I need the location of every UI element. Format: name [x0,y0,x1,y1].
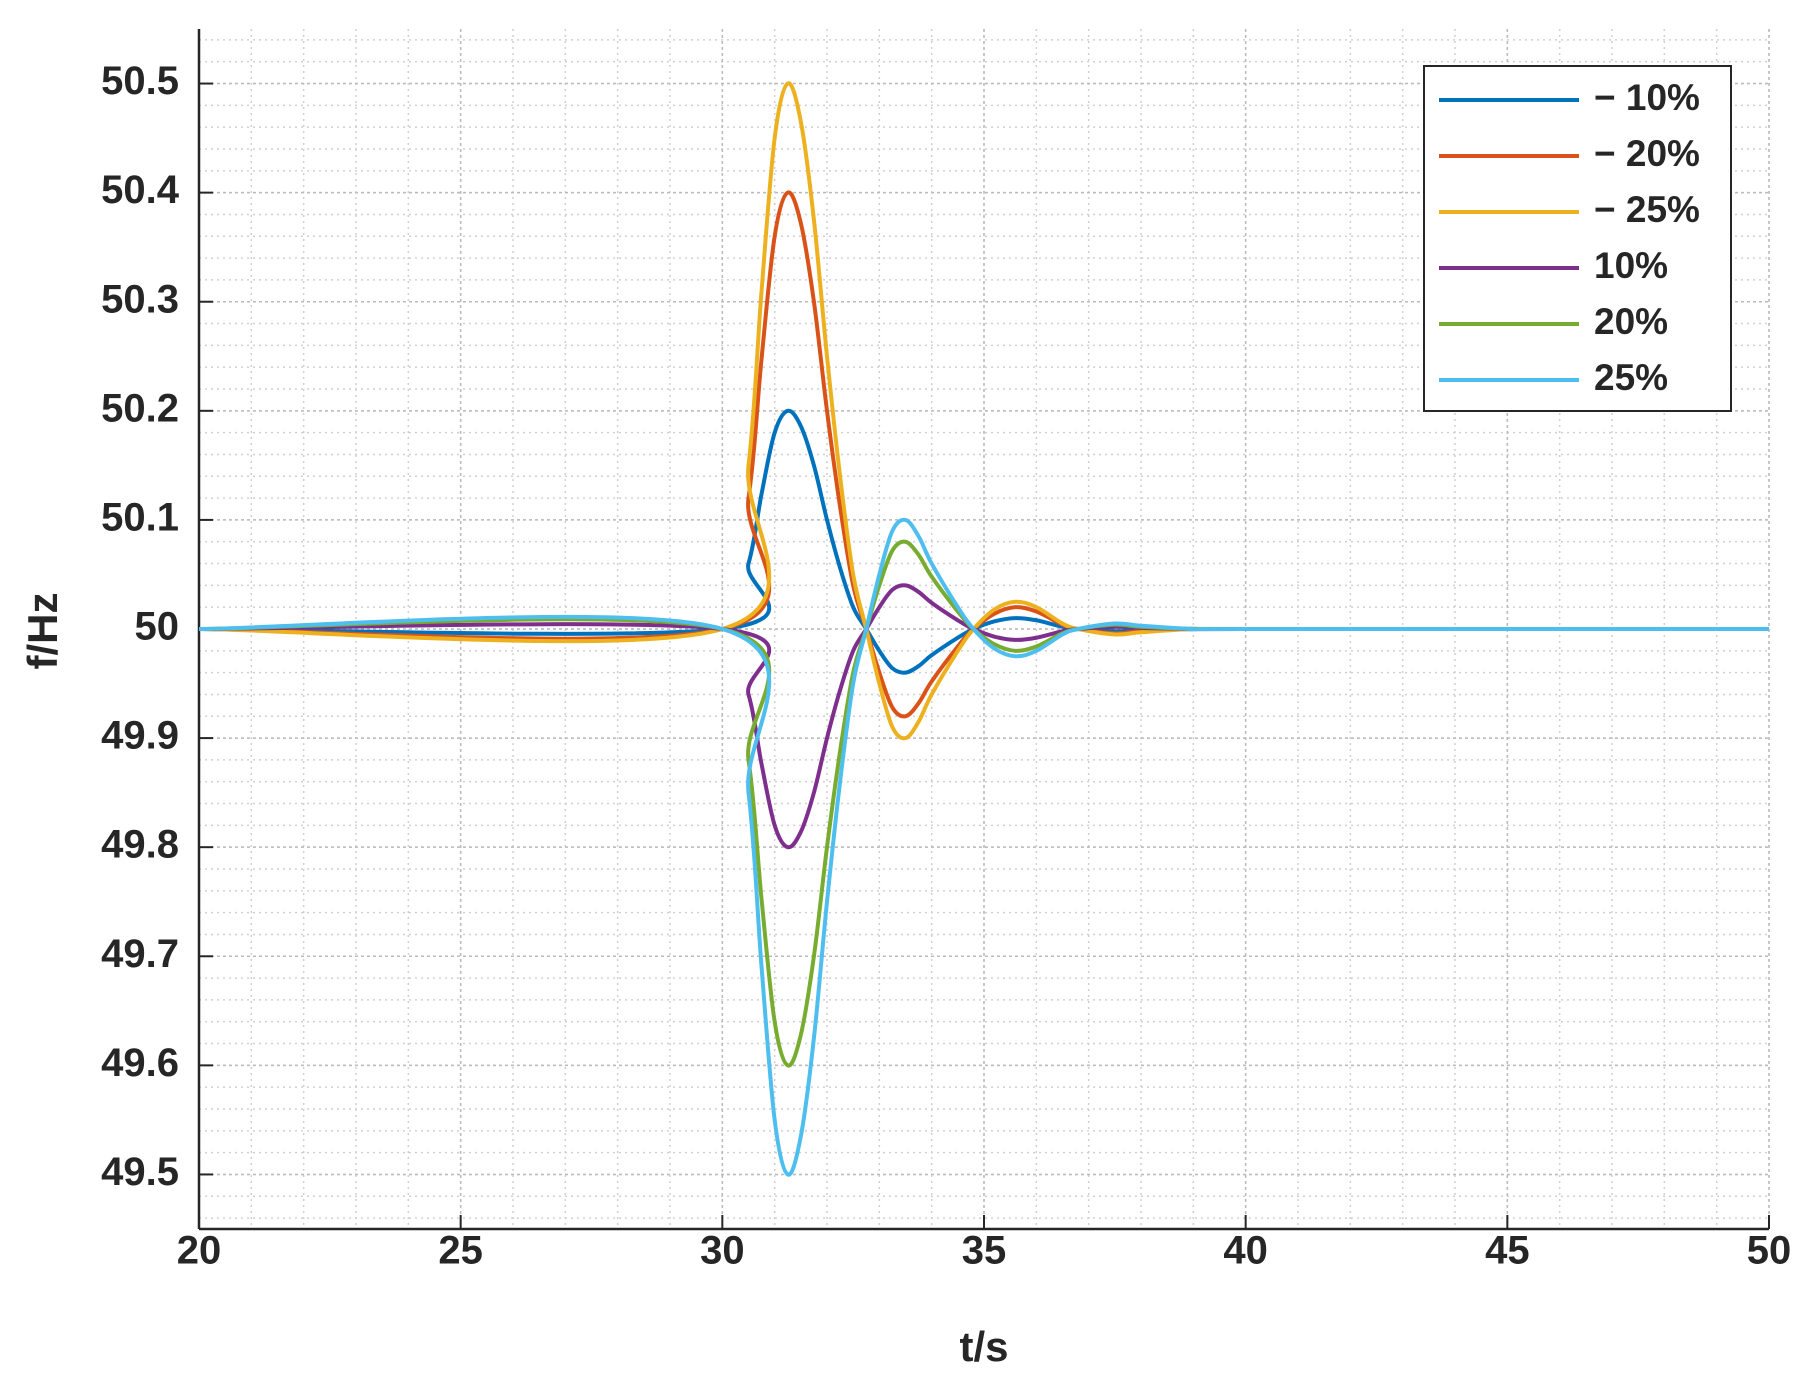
y-tick-label: 49.5 [101,1150,179,1194]
x-tick-label: 50 [1747,1229,1792,1273]
x-tick-label: 30 [700,1229,745,1273]
legend: − 10% − 20% − 25% 10% 20% 25% [1423,65,1732,412]
y-tick-label: 49.7 [101,932,179,976]
y-tick-label: 50.5 [101,59,179,103]
y-tick-label: 49.6 [101,1041,179,1085]
series-line [198,81,1769,741]
x-tick-label: 20 [177,1229,222,1273]
y-tick-label: 49.9 [101,714,179,758]
x-tick-label: 45 [1485,1229,1530,1273]
x-tick-label: 35 [962,1229,1007,1273]
legend-label: − 20% [1594,133,1700,174]
legend-label: 10% [1594,245,1668,286]
y-tick-label: 50.4 [101,168,180,212]
x-tick-label: 40 [1223,1229,1268,1273]
x-axis-label: t/s [959,1323,1008,1370]
legend-label: − 10% [1594,77,1700,118]
x-tick-label: 25 [438,1229,483,1273]
y-tick-label: 50.1 [101,495,179,539]
series-line [198,517,1769,1177]
y-tick-label: 49.8 [101,823,179,867]
legend-box [1423,65,1732,412]
y-tick-label: 50.2 [101,386,179,430]
y-tick-label: 50.3 [101,277,179,321]
legend-label: − 25% [1594,189,1700,230]
legend-label: 20% [1594,301,1668,342]
y-axis-label: f/Hz [19,593,66,670]
legend-label: 25% [1594,357,1668,398]
y-tick-label: 50 [135,605,180,649]
